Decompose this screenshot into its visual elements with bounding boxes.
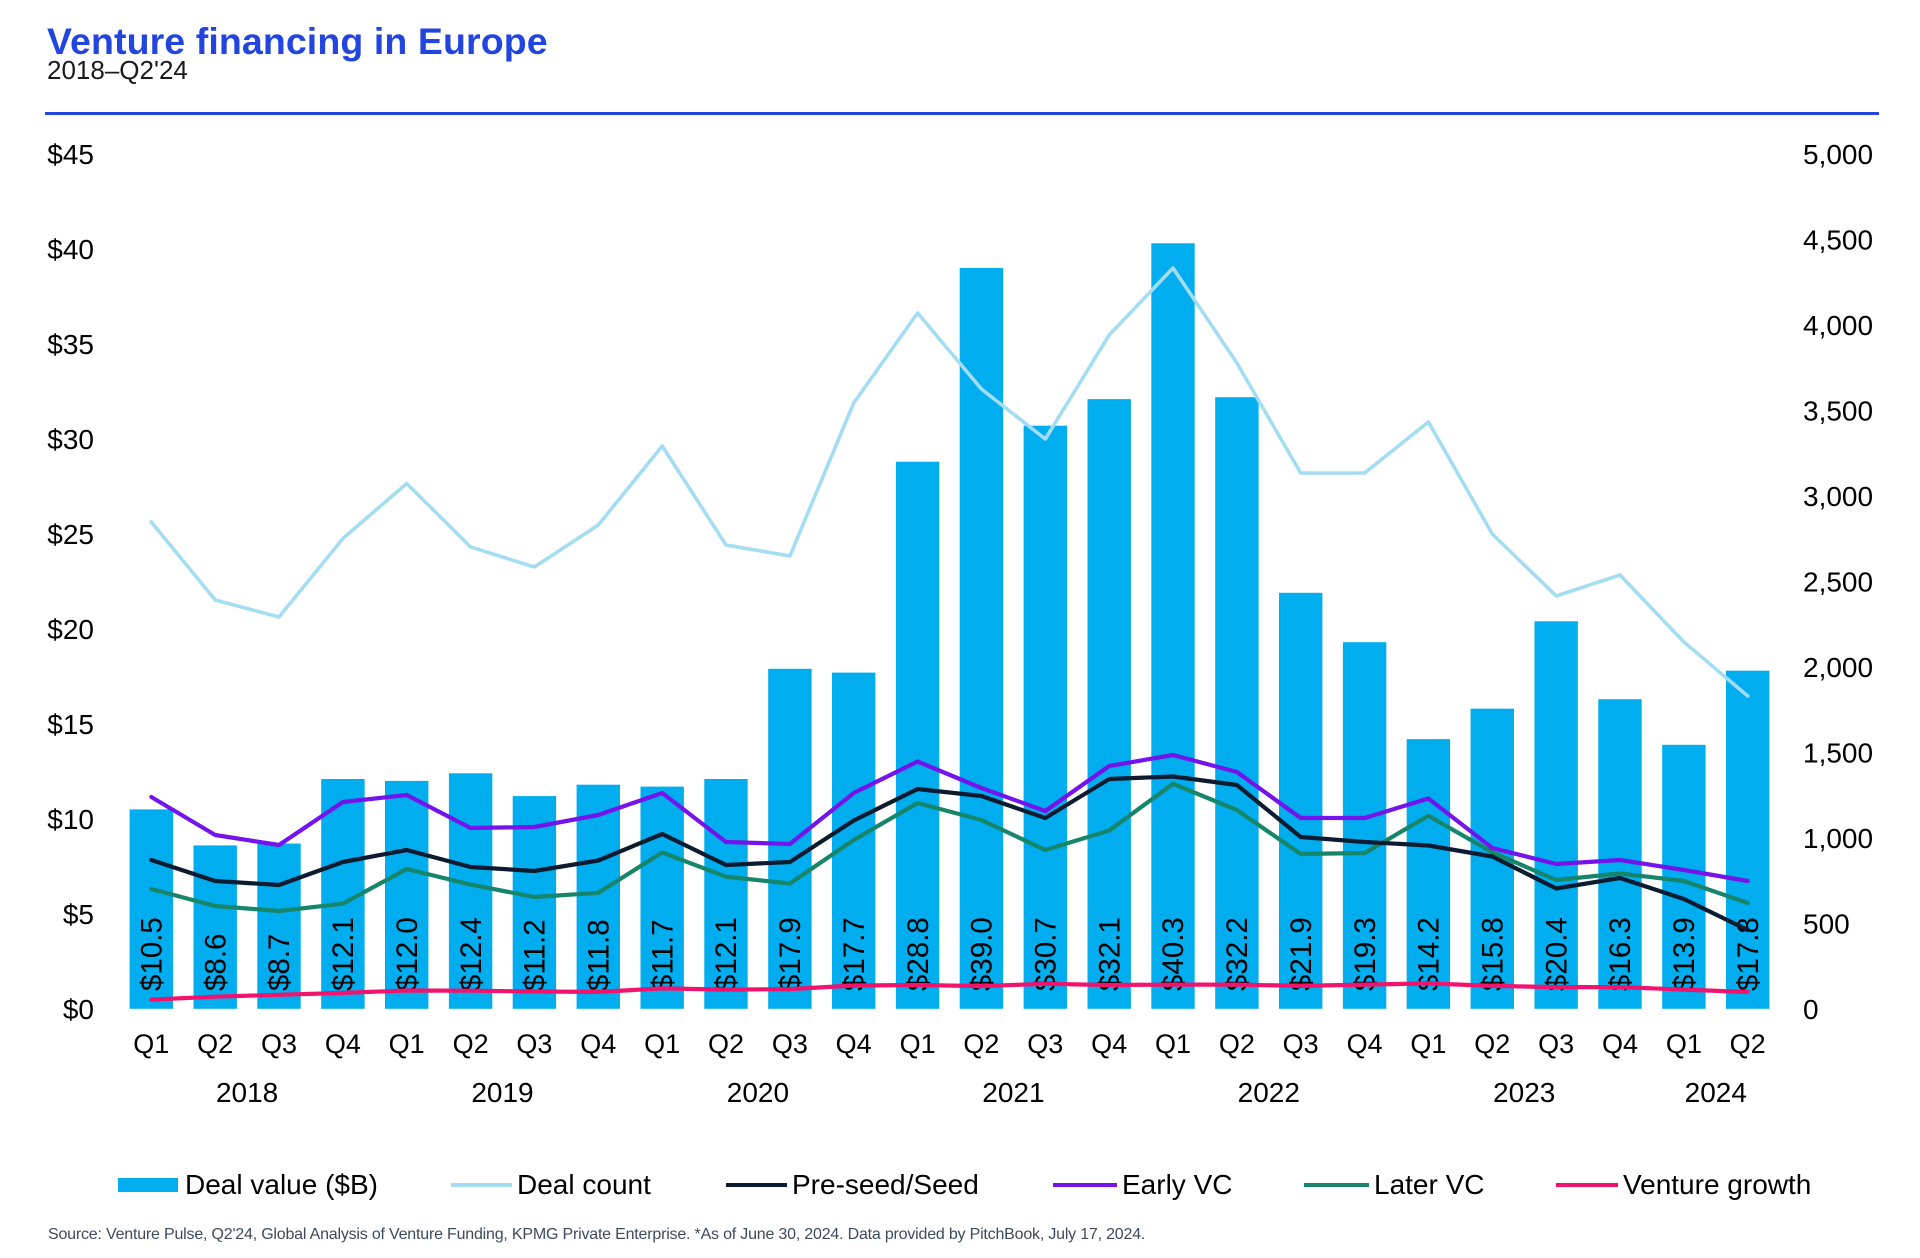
svg-text:$12.0: $12.0 xyxy=(391,917,424,991)
svg-text:Q2: Q2 xyxy=(708,1029,744,1059)
svg-text:0: 0 xyxy=(1803,994,1819,1025)
svg-text:$12.1: $12.1 xyxy=(710,917,743,991)
svg-text:$5: $5 xyxy=(63,899,94,930)
svg-text:Q1: Q1 xyxy=(644,1029,680,1059)
svg-text:Q4: Q4 xyxy=(1602,1029,1638,1059)
svg-text:Deal count: Deal count xyxy=(517,1169,651,1200)
svg-text:3,500: 3,500 xyxy=(1803,395,1873,426)
svg-text:Q4: Q4 xyxy=(325,1029,361,1059)
svg-text:$28.8: $28.8 xyxy=(902,917,935,991)
svg-text:Q3: Q3 xyxy=(772,1029,808,1059)
svg-text:Q2: Q2 xyxy=(1474,1029,1510,1059)
svg-text:1,500: 1,500 xyxy=(1803,737,1873,768)
svg-text:$8.6: $8.6 xyxy=(199,934,232,991)
svg-text:2019: 2019 xyxy=(471,1077,533,1108)
svg-text:4,000: 4,000 xyxy=(1803,310,1873,341)
svg-text:Q1: Q1 xyxy=(133,1029,169,1059)
svg-text:Q1: Q1 xyxy=(1155,1029,1191,1059)
svg-text:Q1: Q1 xyxy=(389,1029,425,1059)
svg-text:Q2: Q2 xyxy=(453,1029,489,1059)
svg-text:Q4: Q4 xyxy=(1091,1029,1127,1059)
svg-text:$12.1: $12.1 xyxy=(327,917,360,991)
svg-text:5,000: 5,000 xyxy=(1803,139,1873,170)
svg-text:Early VC: Early VC xyxy=(1122,1169,1232,1200)
svg-text:$10.5: $10.5 xyxy=(136,917,169,991)
svg-text:$0: $0 xyxy=(63,994,94,1025)
svg-text:Q1: Q1 xyxy=(1410,1029,1446,1059)
svg-text:2018: 2018 xyxy=(216,1077,278,1108)
svg-text:Q3: Q3 xyxy=(1027,1029,1063,1059)
svg-text:Q2: Q2 xyxy=(1730,1029,1766,1059)
svg-text:$11.2: $11.2 xyxy=(519,919,552,991)
svg-text:Later VC: Later VC xyxy=(1374,1169,1485,1200)
svg-text:2021: 2021 xyxy=(982,1077,1044,1108)
svg-text:Venture growth: Venture growth xyxy=(1623,1169,1811,1200)
svg-text:Q3: Q3 xyxy=(516,1029,552,1059)
svg-text:4,500: 4,500 xyxy=(1803,225,1873,256)
svg-text:$35: $35 xyxy=(47,329,94,360)
svg-text:Q1: Q1 xyxy=(900,1029,936,1059)
svg-text:$30: $30 xyxy=(47,424,94,455)
svg-text:$10: $10 xyxy=(47,804,94,835)
svg-text:1,000: 1,000 xyxy=(1803,823,1873,854)
svg-text:$20.4: $20.4 xyxy=(1540,917,1573,991)
svg-text:Q1: Q1 xyxy=(1666,1029,1702,1059)
svg-text:Pre-seed/Seed: Pre-seed/Seed xyxy=(792,1169,979,1200)
svg-text:2023: 2023 xyxy=(1493,1077,1555,1108)
svg-text:$20: $20 xyxy=(47,614,94,645)
svg-text:Q4: Q4 xyxy=(836,1029,872,1059)
svg-text:$25: $25 xyxy=(47,519,94,550)
svg-text:$45: $45 xyxy=(47,139,94,170)
svg-text:$39.0: $39.0 xyxy=(966,917,999,991)
svg-text:Deal value ($B): Deal value ($B) xyxy=(185,1169,378,1200)
svg-text:$15: $15 xyxy=(47,709,94,740)
svg-text:Q2: Q2 xyxy=(197,1029,233,1059)
svg-text:2020: 2020 xyxy=(727,1077,789,1108)
svg-text:$19.3: $19.3 xyxy=(1349,917,1382,991)
svg-text:Q4: Q4 xyxy=(580,1029,616,1059)
svg-text:$30.7: $30.7 xyxy=(1030,917,1063,991)
svg-text:Source: Venture Pulse, Q2'24,: Source: Venture Pulse, Q2'24, Global Ana… xyxy=(48,1226,1145,1243)
svg-text:$17.9: $17.9 xyxy=(774,917,807,991)
svg-text:Q3: Q3 xyxy=(261,1029,297,1059)
svg-text:$11.8: $11.8 xyxy=(583,919,616,991)
svg-text:Q2: Q2 xyxy=(1219,1029,1255,1059)
svg-text:Q3: Q3 xyxy=(1283,1029,1319,1059)
svg-text:$17.7: $17.7 xyxy=(838,917,871,991)
svg-text:$21.9: $21.9 xyxy=(1285,917,1318,991)
svg-text:2,000: 2,000 xyxy=(1803,652,1873,683)
svg-text:3,000: 3,000 xyxy=(1803,481,1873,512)
svg-text:$15.8: $15.8 xyxy=(1477,917,1510,991)
svg-text:$11.7: $11.7 xyxy=(646,919,679,991)
svg-text:$13.9: $13.9 xyxy=(1668,917,1701,991)
svg-text:500: 500 xyxy=(1803,908,1850,939)
svg-text:$12.4: $12.4 xyxy=(455,917,488,991)
svg-text:$14.2: $14.2 xyxy=(1413,917,1446,991)
svg-text:Q2: Q2 xyxy=(963,1029,999,1059)
svg-text:$40: $40 xyxy=(47,234,94,265)
svg-text:$8.7: $8.7 xyxy=(263,934,296,991)
svg-text:Q3: Q3 xyxy=(1538,1029,1574,1059)
svg-text:Q4: Q4 xyxy=(1347,1029,1383,1059)
svg-text:$32.2: $32.2 xyxy=(1221,917,1254,991)
svg-text:2022: 2022 xyxy=(1238,1077,1300,1108)
svg-text:2024: 2024 xyxy=(1685,1077,1747,1108)
svg-text:$32.1: $32.1 xyxy=(1093,917,1126,991)
svg-text:$40.3: $40.3 xyxy=(1157,917,1190,991)
svg-text:$16.3: $16.3 xyxy=(1604,917,1637,991)
svg-text:2,500: 2,500 xyxy=(1803,566,1873,597)
